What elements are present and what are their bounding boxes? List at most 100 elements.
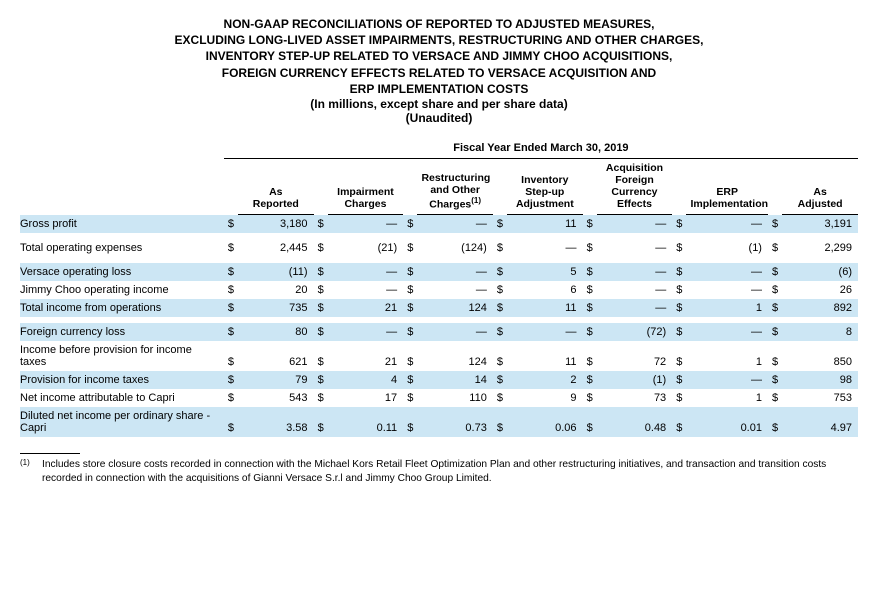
currency-symbol: $ [314, 239, 328, 257]
currency-symbol: $ [314, 281, 328, 299]
currency-symbol: $ [672, 281, 686, 299]
reconciliation-table: Fiscal Year Ended March 30, 2019 AsRepor… [20, 139, 858, 437]
period-header: Fiscal Year Ended March 30, 2019 [224, 139, 858, 159]
cell-value: — [597, 263, 672, 281]
cell-value: 72 [597, 341, 672, 371]
table-row: Total operating expenses$2,445$(21)$(124… [20, 239, 858, 257]
cell-value: 14 [417, 371, 492, 389]
column-header-row: AsReportedImpairmentChargesRestructuring… [20, 158, 858, 214]
cell-value: 0.11 [328, 407, 403, 437]
cell-value: (72) [597, 323, 672, 341]
cell-value: — [507, 239, 582, 257]
column-header: AsAdjusted [782, 158, 858, 214]
table-row: Net income attributable to Capri$543$17$… [20, 389, 858, 407]
cell-value: — [417, 263, 492, 281]
currency-symbol: $ [583, 239, 597, 257]
cell-value: (1) [686, 239, 768, 257]
currency-symbol: $ [314, 389, 328, 407]
column-header: ImpairmentCharges [328, 158, 403, 214]
table-row: Total income from operations$735$21$124$… [20, 299, 858, 317]
cell-value: (11) [238, 263, 313, 281]
currency-symbol: $ [403, 407, 417, 437]
currency-symbol: $ [672, 215, 686, 234]
currency-symbol: $ [768, 239, 782, 257]
currency-symbol: $ [672, 299, 686, 317]
table-row: Provision for income taxes$79$4$14$2$(1)… [20, 371, 858, 389]
row-label: Total income from operations [20, 299, 224, 317]
currency-symbol: $ [768, 299, 782, 317]
cell-value: — [507, 323, 582, 341]
row-label: Jimmy Choo operating income [20, 281, 224, 299]
currency-symbol: $ [583, 389, 597, 407]
cell-value: — [328, 323, 403, 341]
currency-symbol: $ [583, 371, 597, 389]
cell-value: 4 [328, 371, 403, 389]
title-line: INVENTORY STEP-UP RELATED TO VERSACE AND… [20, 48, 858, 64]
row-label: Income before provision for income taxes [20, 341, 224, 371]
currency-symbol: $ [224, 407, 238, 437]
row-label: Diluted net income per ordinary share - … [20, 407, 224, 437]
cell-value: (21) [328, 239, 403, 257]
currency-symbol: $ [403, 299, 417, 317]
currency-symbol: $ [583, 299, 597, 317]
cell-value: 5 [507, 263, 582, 281]
column-header: ERPImplementation [686, 158, 768, 214]
cell-value: 124 [417, 299, 492, 317]
currency-symbol: $ [224, 323, 238, 341]
cell-value: 3.58 [238, 407, 313, 437]
table-row: Diluted net income per ordinary share - … [20, 407, 858, 437]
cell-value: 6 [507, 281, 582, 299]
cell-value: — [417, 281, 492, 299]
cell-value: 0.01 [686, 407, 768, 437]
cell-value: — [686, 263, 768, 281]
currency-symbol: $ [314, 371, 328, 389]
currency-symbol: $ [314, 299, 328, 317]
cell-value: 735 [238, 299, 313, 317]
currency-symbol: $ [672, 371, 686, 389]
cell-value: 11 [507, 215, 582, 234]
cell-value: — [597, 215, 672, 234]
row-label: Total operating expenses [20, 239, 224, 257]
footnote-separator [20, 453, 80, 454]
title-line: FOREIGN CURRENCY EFFECTS RELATED TO VERS… [20, 65, 858, 81]
cell-value: 124 [417, 341, 492, 371]
cell-value: 2,299 [782, 239, 858, 257]
cell-value: 21 [328, 299, 403, 317]
row-label: Gross profit [20, 215, 224, 234]
cell-value: 9 [507, 389, 582, 407]
cell-value: — [417, 323, 492, 341]
cell-value: 11 [507, 341, 582, 371]
currency-symbol: $ [403, 389, 417, 407]
currency-symbol: $ [768, 323, 782, 341]
currency-symbol: $ [224, 389, 238, 407]
currency-symbol: $ [672, 323, 686, 341]
table-row: Jimmy Choo operating income$20$—$—$6$—$—… [20, 281, 858, 299]
currency-symbol: $ [768, 389, 782, 407]
column-header: AsReported [238, 158, 313, 214]
currency-symbol: $ [314, 263, 328, 281]
currency-symbol: $ [403, 239, 417, 257]
currency-symbol: $ [224, 239, 238, 257]
cell-value: — [597, 299, 672, 317]
cell-value: — [597, 239, 672, 257]
subtitle-line: (In millions, except share and per share… [20, 97, 858, 111]
currency-symbol: $ [403, 371, 417, 389]
cell-value: 3,191 [782, 215, 858, 234]
currency-symbol: $ [493, 299, 507, 317]
cell-value: 753 [782, 389, 858, 407]
title-line: EXCLUDING LONG-LIVED ASSET IMPAIRMENTS, … [20, 32, 858, 48]
cell-value: (6) [782, 263, 858, 281]
cell-value: 17 [328, 389, 403, 407]
row-label: Foreign currency loss [20, 323, 224, 341]
currency-symbol: $ [403, 323, 417, 341]
currency-symbol: $ [768, 341, 782, 371]
cell-value: — [686, 323, 768, 341]
cell-value: (124) [417, 239, 492, 257]
column-header: AcquisitionForeignCurrencyEffects [597, 158, 672, 214]
cell-value: — [597, 281, 672, 299]
currency-symbol: $ [403, 215, 417, 234]
table-row: Foreign currency loss$80$—$—$—$(72)$—$8 [20, 323, 858, 341]
currency-symbol: $ [493, 263, 507, 281]
currency-symbol: $ [224, 371, 238, 389]
currency-symbol: $ [583, 281, 597, 299]
